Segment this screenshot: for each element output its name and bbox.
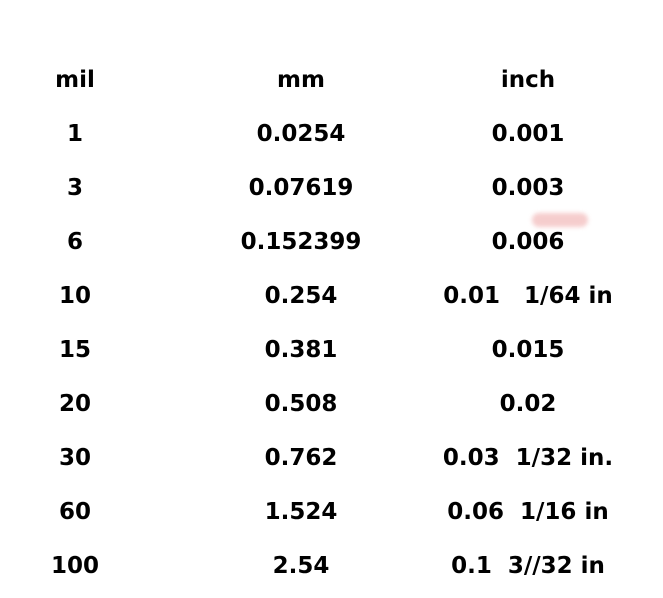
table-cell-mm: 0.762 bbox=[264, 445, 338, 471]
table-cell-mil: 10 bbox=[58, 283, 91, 309]
table-cell-inch: 0.1 3//32 in bbox=[451, 553, 605, 579]
table-cell-mm: 0.508 bbox=[264, 391, 338, 417]
table-cell-inch: 0.01 1/64 in bbox=[443, 283, 613, 309]
column-header-mm: mm bbox=[277, 67, 325, 93]
table-cell-mm: 0.254 bbox=[264, 283, 338, 309]
column-header-inch: inch bbox=[500, 67, 556, 93]
table-cell-mil: 20 bbox=[58, 391, 91, 417]
table-cell-mm: 0.0254 bbox=[256, 121, 346, 147]
table-cell-mil: 3 bbox=[66, 175, 83, 201]
table-cell-mm: 2.54 bbox=[272, 553, 330, 579]
table-cell-inch: 0.015 bbox=[491, 337, 565, 363]
table-cell-inch: 0.02 bbox=[499, 391, 557, 417]
table-cell-mm: 0.152399 bbox=[240, 229, 362, 255]
table-cell-mm: 0.381 bbox=[264, 337, 338, 363]
table-cell-mm: 1.524 bbox=[264, 499, 338, 525]
table-cell-mil: 6 bbox=[66, 229, 83, 255]
table-cell-mil: 1 bbox=[66, 121, 83, 147]
table-cell-inch: 0.03 1/32 in. bbox=[442, 445, 614, 471]
table-cell-mil: 15 bbox=[58, 337, 91, 363]
table-cell-inch: 0.003 bbox=[491, 175, 565, 201]
table-cell-mil: 100 bbox=[50, 553, 99, 579]
table-cell-mil: 30 bbox=[58, 445, 91, 471]
table-cell-inch: 0.06 1/16 in bbox=[447, 499, 609, 525]
pink-smudge-mark bbox=[532, 213, 588, 227]
table-cell-inch: 0.006 bbox=[491, 229, 565, 255]
table-cell-inch: 0.001 bbox=[491, 121, 565, 147]
table-cell-mil: 60 bbox=[58, 499, 91, 525]
column-header-mil: mil bbox=[55, 67, 95, 93]
table-cell-mm: 0.07619 bbox=[248, 175, 354, 201]
